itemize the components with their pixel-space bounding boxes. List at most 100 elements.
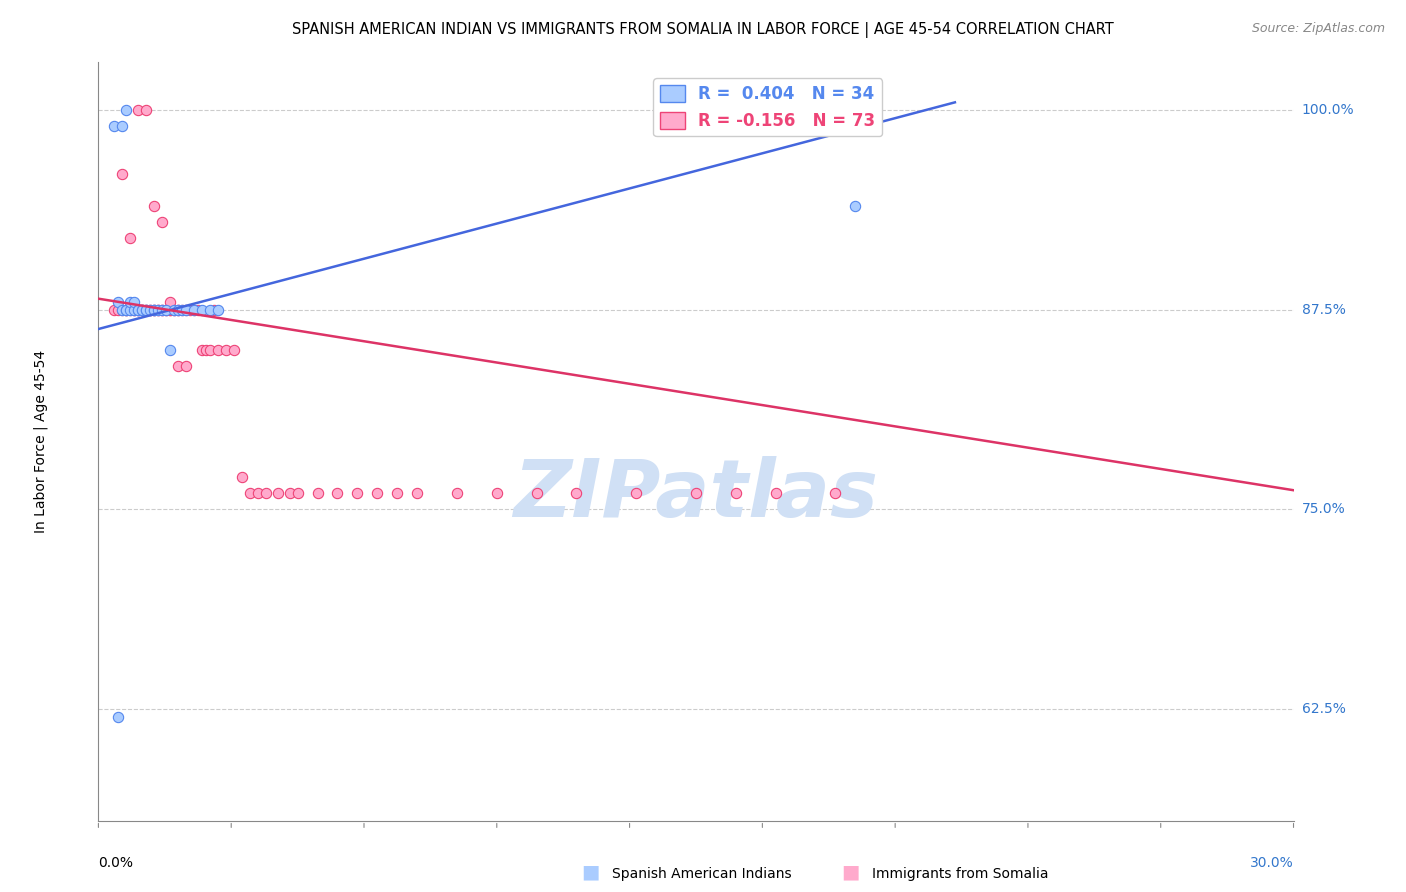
Point xyxy=(150,302,173,317)
Text: 30.0%: 30.0% xyxy=(1250,855,1294,870)
Point xyxy=(163,302,186,317)
Point xyxy=(135,103,157,118)
Point xyxy=(115,302,138,317)
Text: ■: ■ xyxy=(581,863,600,881)
Point xyxy=(287,486,309,500)
Point xyxy=(150,302,173,317)
Text: Source: ZipAtlas.com: Source: ZipAtlas.com xyxy=(1251,22,1385,36)
Point xyxy=(131,302,153,317)
Point xyxy=(150,215,173,229)
Point xyxy=(626,486,648,500)
Point xyxy=(159,343,181,357)
Point xyxy=(143,302,166,317)
Point xyxy=(120,302,142,317)
Point xyxy=(179,302,201,317)
Point xyxy=(127,103,149,118)
Point xyxy=(103,302,125,317)
Point xyxy=(187,302,209,317)
Point xyxy=(195,343,218,357)
Point xyxy=(267,486,290,500)
Point xyxy=(724,486,747,500)
Point xyxy=(202,302,225,317)
Point xyxy=(167,302,190,317)
Point xyxy=(155,302,177,317)
Point xyxy=(107,294,129,309)
Point xyxy=(565,486,588,500)
Text: 100.0%: 100.0% xyxy=(1302,103,1354,118)
Point xyxy=(163,302,186,317)
Point xyxy=(150,302,173,317)
Point xyxy=(111,302,134,317)
Point xyxy=(139,302,162,317)
Point xyxy=(159,302,181,317)
Point xyxy=(127,302,149,317)
Point xyxy=(307,486,329,500)
Point xyxy=(131,302,153,317)
Point xyxy=(172,302,194,317)
Point xyxy=(174,302,197,317)
Point xyxy=(127,302,149,317)
Point xyxy=(143,302,166,317)
Point xyxy=(167,359,190,373)
Point xyxy=(183,302,205,317)
Point xyxy=(148,302,170,317)
Point xyxy=(167,302,190,317)
Point xyxy=(103,120,125,134)
Text: 62.5%: 62.5% xyxy=(1302,702,1346,716)
Point xyxy=(159,294,181,309)
Point xyxy=(526,486,548,500)
Point xyxy=(115,302,138,317)
Point xyxy=(326,486,349,500)
Text: ■: ■ xyxy=(841,863,860,881)
Point xyxy=(239,486,262,500)
Text: In Labor Force | Age 45-54: In Labor Force | Age 45-54 xyxy=(34,350,48,533)
Point xyxy=(155,302,177,317)
Point xyxy=(131,302,153,317)
Text: 87.5%: 87.5% xyxy=(1302,303,1346,317)
Text: Spanish American Indians: Spanish American Indians xyxy=(612,867,792,881)
Point xyxy=(278,486,301,500)
Point xyxy=(254,486,277,500)
Point xyxy=(765,486,787,500)
Point xyxy=(139,302,162,317)
Point xyxy=(406,486,429,500)
Point xyxy=(107,710,129,724)
Point xyxy=(155,302,177,317)
Point xyxy=(111,120,134,134)
Point xyxy=(191,302,214,317)
Point xyxy=(824,486,846,500)
Point xyxy=(131,302,153,317)
Point xyxy=(135,302,157,317)
Point xyxy=(844,199,866,213)
Point xyxy=(159,302,181,317)
Point xyxy=(143,199,166,213)
Point xyxy=(485,486,508,500)
Text: ZIPatlas: ZIPatlas xyxy=(513,456,879,533)
Point xyxy=(167,302,190,317)
Point xyxy=(135,302,157,317)
Point xyxy=(124,302,146,317)
Point xyxy=(183,302,205,317)
Point xyxy=(174,302,197,317)
Point xyxy=(120,294,142,309)
Point xyxy=(111,302,134,317)
Point xyxy=(685,486,707,500)
Point xyxy=(143,302,166,317)
Point xyxy=(246,486,269,500)
Text: 0.0%: 0.0% xyxy=(98,855,134,870)
Point xyxy=(127,302,149,317)
Point xyxy=(124,302,146,317)
Text: 75.0%: 75.0% xyxy=(1302,502,1346,516)
Point xyxy=(115,302,138,317)
Point xyxy=(148,302,170,317)
Point xyxy=(120,231,142,245)
Point xyxy=(385,486,409,500)
Point xyxy=(124,302,146,317)
Point xyxy=(143,302,166,317)
Point xyxy=(107,302,129,317)
Point xyxy=(446,486,468,500)
Point xyxy=(191,343,214,357)
Point xyxy=(207,343,229,357)
Text: Immigrants from Somalia: Immigrants from Somalia xyxy=(872,867,1049,881)
Point xyxy=(124,294,146,309)
